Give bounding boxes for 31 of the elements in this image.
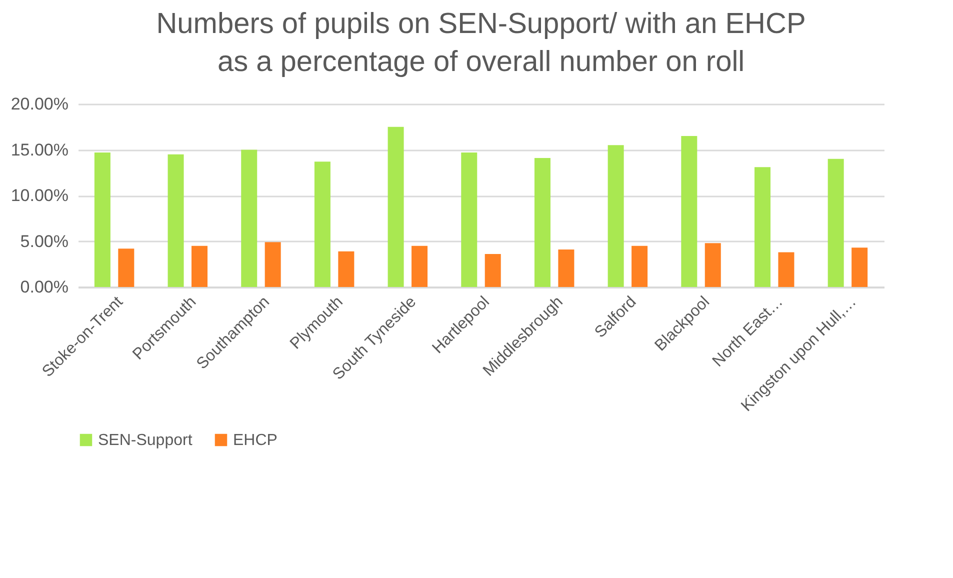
bar (94, 152, 110, 287)
bar (681, 136, 698, 287)
bar (558, 249, 574, 287)
bar (754, 167, 770, 287)
text: Numbers of pupils on SEN-Support/ with an EHCP (156, 8, 806, 40)
bar (778, 252, 794, 287)
bar (534, 158, 550, 287)
bar (388, 126, 404, 287)
y-tick-label: 0.00% (20, 278, 68, 296)
bar (484, 254, 501, 287)
bar (338, 251, 354, 287)
y-tick-label: 10.00% (10, 186, 68, 205)
bar (192, 246, 208, 287)
bar (608, 145, 624, 287)
legend-label: SEN-Support (98, 432, 193, 449)
bar (461, 152, 478, 287)
bar (168, 154, 184, 287)
y-tick-label: 5.00% (20, 232, 68, 251)
text: as a percentage of overall number on roll (217, 46, 745, 78)
bar (118, 248, 134, 287)
bar (852, 248, 868, 287)
y-tick-label: 20.00% (10, 94, 68, 114)
y-tick-label: 15.00% (10, 140, 68, 160)
bar (828, 158, 844, 287)
bar (264, 242, 281, 287)
bar (314, 162, 330, 287)
bar (704, 243, 721, 287)
bar (632, 246, 648, 287)
bar (412, 246, 428, 287)
bar (241, 150, 258, 287)
legend-label: EHCP (233, 432, 278, 449)
